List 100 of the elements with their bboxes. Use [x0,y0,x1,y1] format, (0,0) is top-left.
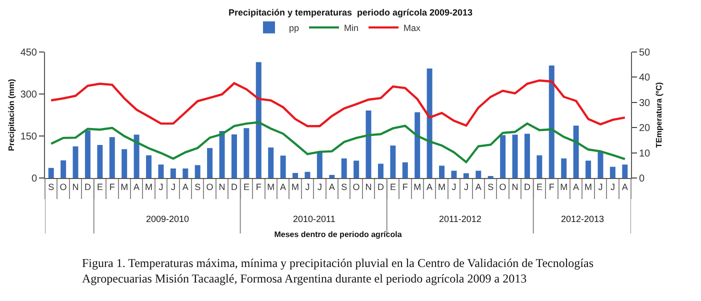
bar [316,152,322,178]
x-tick-label: M [267,182,275,192]
x-tick-label: J [158,182,164,192]
bar [231,134,237,178]
bar [548,65,554,178]
y2-tick-label: 0 [639,174,645,184]
x-tick-label: D [84,182,92,192]
x-tick-label: A [134,182,140,192]
bar [329,174,335,178]
x-tick-label: E [536,182,542,192]
bar [390,146,396,178]
x-tick-label: M [120,182,128,192]
bar [476,170,482,178]
x-axis-title: Meses dentro de periodo agrícola [274,230,402,239]
y2-tick-label: 50 [639,48,651,58]
x-tick-label: D [230,182,238,192]
bar [256,62,262,178]
y2-tick-label: 40 [639,72,651,84]
x-tick-label: S [194,182,201,192]
x-tick-label: D [377,182,384,192]
bar [622,164,628,178]
x-tick-label: M [292,182,300,192]
x-tick-label: N [365,182,372,192]
x-tick-label: O [206,182,214,192]
bar [194,165,200,178]
bar [292,172,298,178]
x-tick-label: F [109,182,116,192]
legend-label: Min [344,22,359,33]
x-tick-label: J [305,182,310,192]
text: 2010-2011 [293,214,336,224]
legend-label: pp [289,22,300,33]
x-tick-label: N [512,182,518,192]
text: 2011-2012 [439,214,482,224]
x-tick-label: S [341,182,348,192]
y2-axis-title: TEmperatura (ºC) [654,82,664,148]
bar [182,168,188,178]
chart-title: Precipitación y temperaturas periodo agrícola 2009-2013 [228,7,473,18]
y-tick-label: 0 [31,174,38,184]
bar [170,168,176,178]
bar [512,134,518,178]
bar [439,166,445,178]
x-tick-label: M [584,182,592,192]
x-tick-label: J [598,182,603,192]
bar [60,160,66,178]
bar [573,126,579,178]
x-tick-label: E [96,182,103,192]
bar [219,130,225,178]
x-tick-label: A [622,182,628,192]
y-axis-title: Precipitación (mm) [7,78,16,152]
x-tick-label: O [60,182,67,192]
bar [109,137,115,178]
x-tick-label: A [182,182,188,192]
x-tick-label: O [499,182,506,192]
x-tick-label: M [145,182,153,192]
bar [500,135,506,178]
bar [72,146,78,178]
x-tick-label: N [218,182,226,192]
y-tick-label: 150 [20,132,38,142]
y2-tick-label: 30 [639,98,651,109]
y2-tick-label: 10 [639,148,651,160]
text: 2012-2013 [561,214,604,224]
x-tick-label: E [390,182,396,192]
bar [146,155,152,178]
bar [402,162,408,178]
x-tick-label: D [524,182,531,192]
x-tick-label: M [414,182,422,192]
bar [158,164,164,178]
bar [84,130,90,178]
x-tick-label: A [328,182,335,192]
bar [280,156,286,178]
x-tick-label: S [488,182,494,192]
y-tick-label: 450 [20,48,38,58]
line-series [50,79,626,128]
bar [610,166,616,178]
legend-label: Max [404,22,422,33]
x-tick-label: M [560,182,568,192]
x-tick-label: J [452,182,456,192]
bar [268,147,274,178]
x-tick-label: J [464,182,468,192]
bar [244,128,250,178]
bar [451,170,457,178]
x-tick-label: F [256,182,262,192]
x-tick-label: A [573,182,580,192]
bar [48,168,54,178]
x-tick-label: F [548,182,555,192]
bar [524,134,530,178]
text: Figura 1. Temperaturas máxima, mínima y precipitación pluvial en la Centro de Validación de Tecnologías Agropecuarias Misión Tacaaglé, Formosa Argentina durante el periodo agrícola 2009 a 2013 [82,256,594,286]
bar [414,112,420,178]
bar [354,160,360,178]
x-tick-label: J [170,182,176,192]
x-tick-label: F [402,182,408,192]
bar [134,134,140,178]
x-tick-label: J [610,182,615,192]
x-tick-label: M [438,182,446,192]
bar [207,148,213,178]
y-tick-label: 300 [20,90,38,100]
x-tick-label: O [352,182,360,192]
bar [341,158,347,178]
x-tick-label: A [475,182,482,192]
x-tick-label: A [426,182,433,192]
